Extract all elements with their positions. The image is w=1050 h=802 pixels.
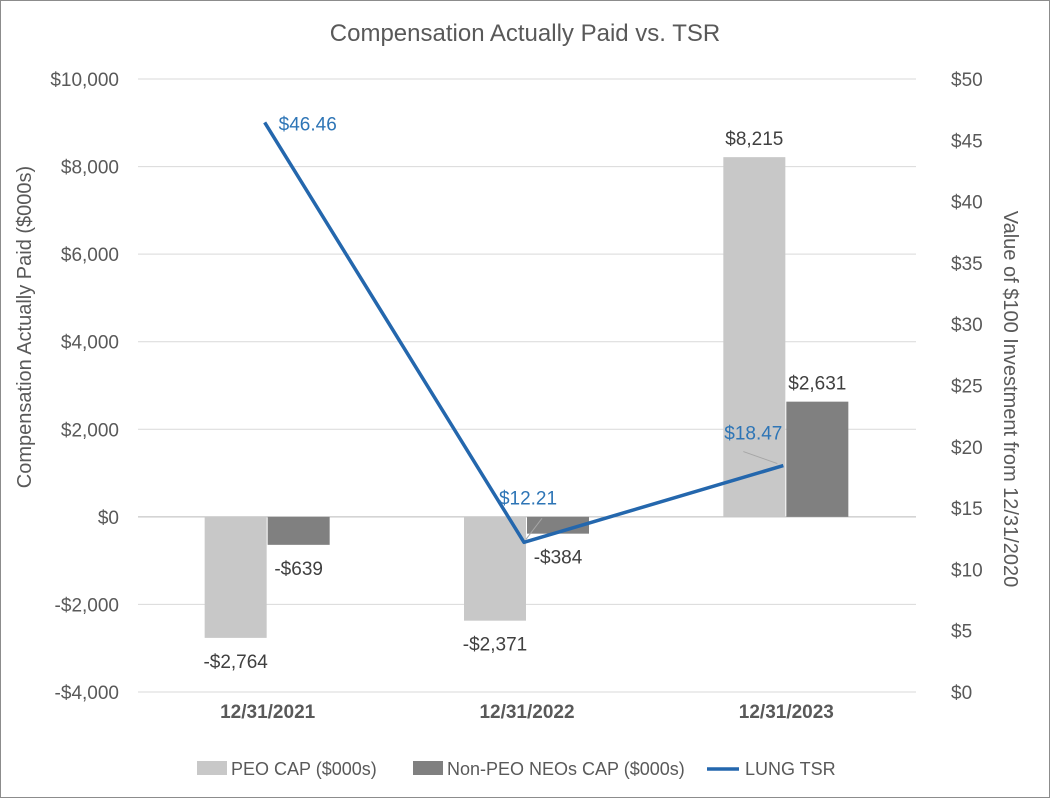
- y2-tick-label: $0: [951, 683, 972, 704]
- legend-label: PEO CAP ($000s): [231, 759, 377, 779]
- y-tick-label: $10,000: [50, 70, 119, 91]
- y2-tick-label: $10: [951, 560, 983, 581]
- legend-swatch-peo: [197, 761, 227, 775]
- y2-tick-label: $40: [951, 193, 983, 214]
- y2-axis-label: Value of $100 Investment from 12/31/2020: [999, 211, 1021, 588]
- y2-tick-label: $30: [951, 315, 983, 336]
- tsr-data-label: $46.46: [279, 114, 337, 135]
- tsr-line: [265, 122, 784, 542]
- legend: PEO CAP ($000s) Non-PEO NEOs CAP ($000s) L…: [197, 759, 836, 779]
- bar-data-label: $2,631: [788, 374, 846, 395]
- y-tick-label: $0: [98, 508, 119, 529]
- y2-tick-label: $5: [951, 622, 972, 643]
- bar-data-label: -$639: [274, 559, 323, 580]
- tsr-data-label: $12.21: [499, 488, 557, 509]
- tsr-data-label: $18.47: [724, 424, 782, 445]
- category-axis: 12/31/2021 12/31/2022 12/31/2023: [220, 702, 834, 723]
- legend-swatch-neo: [413, 761, 443, 775]
- bar-data-label: -$384: [534, 548, 583, 569]
- bar-neo: [786, 402, 848, 517]
- bar-peo: [205, 517, 267, 638]
- left-axis-ticks: -$4,000 -$2,000 $0 $2,000 $4,000 $6,000 $8,000…: [50, 70, 119, 704]
- category-label: 12/31/2023: [739, 702, 834, 723]
- category-label: 12/31/2022: [479, 702, 574, 723]
- y-tick-label: -$4,000: [55, 683, 119, 704]
- chart-title: Compensation Actually Paid vs. TSR: [330, 20, 720, 47]
- legend-label: Non-PEO NEOs CAP ($000s): [447, 759, 685, 779]
- y-tick-label: -$2,000: [55, 595, 119, 616]
- right-axis-ticks: $0 $5 $10 $15 $20 $25 $30 $35 $40 $45 $50: [951, 70, 983, 704]
- y2-tick-label: $50: [951, 70, 983, 91]
- legend-label: LUNG TSR: [745, 759, 836, 779]
- y-tick-label: $8,000: [61, 158, 119, 179]
- y2-tick-label: $15: [951, 499, 983, 520]
- y2-tick-label: $35: [951, 254, 983, 275]
- y-tick-label: $6,000: [61, 245, 119, 266]
- y2-tick-label: $20: [951, 438, 983, 459]
- bar-neo: [268, 517, 330, 545]
- y-tick-label: $4,000: [61, 333, 119, 354]
- y2-tick-label: $25: [951, 377, 983, 398]
- category-label: 12/31/2021: [220, 702, 316, 723]
- bar-data-label: $8,215: [725, 129, 783, 150]
- bar-data-label: -$2,371: [463, 635, 527, 656]
- y2-tick-label: $45: [951, 131, 983, 152]
- y-tick-label: $2,000: [61, 420, 119, 441]
- bar-data-label: -$2,764: [203, 652, 268, 673]
- tsr-line-group: [265, 122, 784, 542]
- y-axis-label: Compensation Actually Paid ($000s): [14, 166, 36, 488]
